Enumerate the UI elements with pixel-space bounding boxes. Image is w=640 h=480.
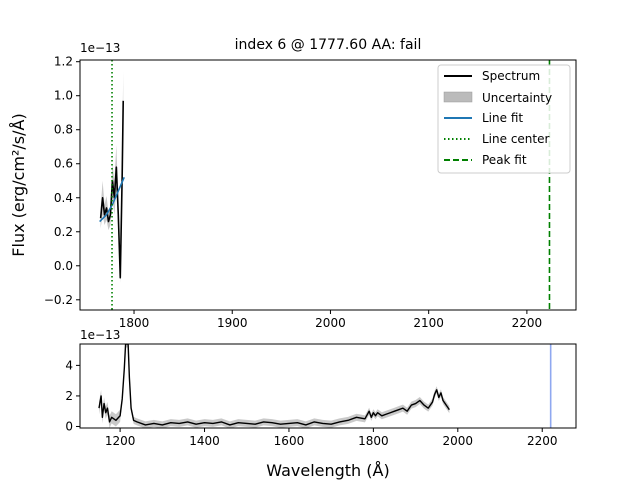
legend-label-peak-fit: Peak fit — [482, 153, 527, 167]
main-x-tick-label: 2000 — [315, 316, 346, 330]
overview-x-tick-label: 2200 — [527, 434, 558, 448]
main-x-tick-label: 1900 — [217, 316, 248, 330]
overview-panel: 1e−13 1200 1400 1600 1800 2000 2200 0 2 4 Wavel… — [65, 328, 577, 480]
overview-y-tick-label: 0 — [65, 419, 73, 433]
overview-y-tick-label: 4 — [65, 358, 73, 372]
overview-y-tick-label: 2 — [65, 389, 73, 403]
chart-title: index 6 @ 1777.60 AA: fail — [235, 37, 422, 53]
main-y-tick-label: 0.0 — [54, 259, 73, 273]
y-axis-label: Flux (erg/cm²/s/Å) — [9, 113, 28, 256]
x-axis-label: Wavelength (Å) — [266, 461, 389, 480]
main-x-tick-label: 2100 — [413, 316, 444, 330]
overview-x-tick-label: 1800 — [358, 434, 389, 448]
main-y-tick-label: 1.0 — [54, 89, 73, 103]
legend-label-spectrum: Spectrum — [482, 69, 540, 83]
main-y-tick-label: 0.8 — [54, 123, 73, 137]
main-y-tick-label: −0.2 — [44, 293, 73, 307]
main-y-tick-label: 0.6 — [54, 157, 73, 171]
legend: Spectrum Uncertainty Line fit Line cente… — [437, 64, 571, 174]
overview-x-tick-label: 1200 — [105, 434, 136, 448]
overview-uncertainty-band — [99, 344, 450, 428]
main-y-offset-text: 1e−13 — [80, 41, 120, 55]
overview-x-tick-label: 2000 — [443, 434, 474, 448]
overview-spectrum-line — [98, 344, 450, 426]
main-x-tick-label: 2200 — [512, 316, 543, 330]
overview-x-tick-label: 1600 — [274, 434, 305, 448]
legend-label-uncertainty: Uncertainty — [482, 91, 552, 105]
main-x-tick-label: 1800 — [119, 316, 150, 330]
main-plot-frame — [79, 59, 577, 311]
main-y-tick-label: 0.4 — [54, 191, 73, 205]
overview-plot-frame — [79, 343, 577, 429]
main-y-tick-label: 1.2 — [54, 55, 73, 69]
overview-y-offset-text: 1e−13 — [80, 328, 120, 342]
legend-label-line-fit: Line fit — [482, 111, 523, 125]
legend-swatch-uncertainty — [443, 91, 473, 103]
legend-label-line-center: Line center — [482, 132, 549, 146]
main-panel: index 6 @ 1777.60 AA: fail 1e−13 1800 190… — [9, 37, 577, 330]
main-y-tick-label: 0.2 — [54, 225, 73, 239]
overview-x-tick-label: 1400 — [189, 434, 220, 448]
